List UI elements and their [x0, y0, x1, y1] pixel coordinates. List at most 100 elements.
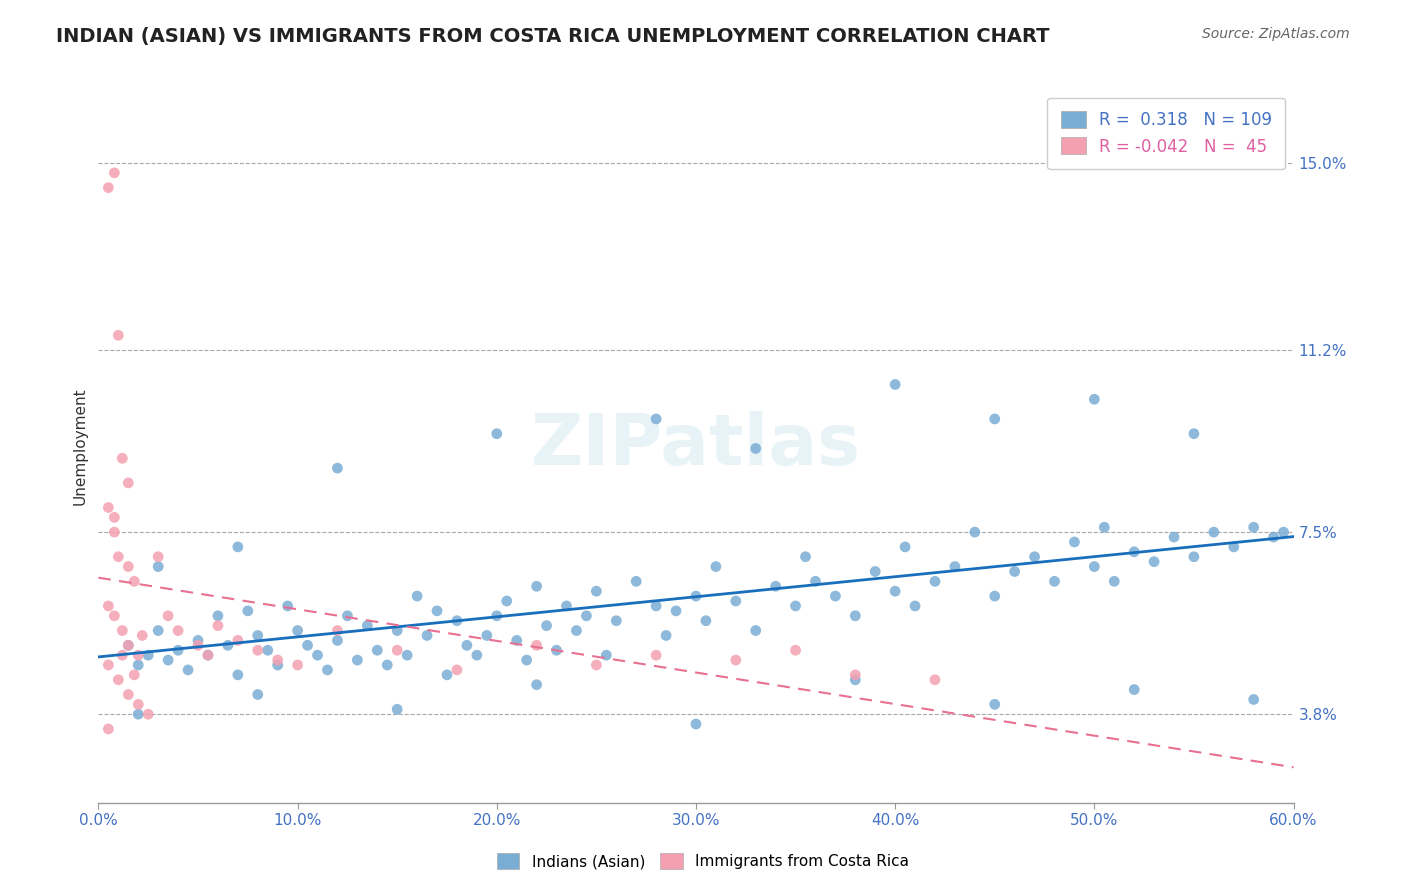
Point: [536, 618, 558, 632]
Point: [148, 559, 170, 574]
Point: [1182, 426, 1205, 441]
Point: [131, 628, 153, 642]
Point: [695, 614, 717, 628]
Point: [107, 328, 129, 343]
Point: [1004, 565, 1026, 579]
Point: [396, 648, 419, 662]
Point: [1163, 530, 1185, 544]
Point: [1063, 535, 1085, 549]
Point: [277, 599, 299, 613]
Point: [111, 624, 134, 638]
Point: [485, 426, 508, 441]
Point: [187, 638, 209, 652]
Point: [127, 707, 149, 722]
Point: [127, 698, 149, 712]
Legend: Indians (Asian), Immigrants from Costa Rica: Indians (Asian), Immigrants from Costa R…: [491, 847, 915, 875]
Point: [436, 668, 458, 682]
Point: [565, 624, 588, 638]
Point: [983, 412, 1005, 426]
Point: [157, 608, 180, 623]
Point: [336, 608, 359, 623]
Point: [385, 702, 409, 716]
Point: [226, 540, 249, 554]
Point: [904, 599, 927, 613]
Point: [1083, 392, 1105, 407]
Point: [1223, 540, 1246, 554]
Point: [287, 624, 309, 638]
Point: [1272, 525, 1295, 540]
Point: [595, 648, 617, 662]
Point: [894, 540, 917, 554]
Point: [506, 633, 529, 648]
Point: [1123, 682, 1146, 697]
Point: [307, 648, 329, 662]
Point: [97, 658, 120, 673]
Point: [794, 549, 817, 564]
Point: [148, 624, 170, 638]
Point: [246, 688, 269, 702]
Point: [575, 608, 598, 623]
Point: [316, 663, 339, 677]
Point: [665, 604, 688, 618]
Point: [516, 653, 538, 667]
Point: [117, 559, 139, 574]
Point: [844, 673, 866, 687]
Point: [177, 663, 200, 677]
Point: [824, 589, 846, 603]
Point: [943, 559, 966, 574]
Point: [97, 180, 120, 194]
Point: [1263, 530, 1285, 544]
Point: [124, 668, 146, 682]
Point: [624, 574, 647, 589]
Point: [326, 633, 349, 648]
Point: [117, 688, 139, 702]
Text: INDIAN (ASIAN) VS IMMIGRANTS FROM COSTA RICA UNEMPLOYMENT CORRELATION CHART: INDIAN (ASIAN) VS IMMIGRANTS FROM COSTA …: [56, 27, 1050, 45]
Point: [724, 653, 747, 667]
Point: [844, 668, 866, 682]
Point: [745, 442, 768, 456]
Point: [1143, 555, 1166, 569]
Point: [103, 166, 125, 180]
Point: [246, 643, 269, 657]
Point: [1104, 574, 1126, 589]
Point: [97, 722, 120, 736]
Point: [426, 604, 449, 618]
Point: [246, 628, 269, 642]
Point: [924, 673, 946, 687]
Point: [645, 412, 668, 426]
Legend: R =  0.318   N = 109, R = -0.042   N =  45: R = 0.318 N = 109, R = -0.042 N = 45: [1047, 97, 1285, 169]
Point: [1083, 559, 1105, 574]
Point: [97, 599, 120, 613]
Point: [346, 653, 368, 667]
Point: [685, 717, 707, 731]
Point: [375, 658, 398, 673]
Point: [127, 648, 149, 662]
Point: [226, 633, 249, 648]
Point: [385, 643, 409, 657]
Point: [1024, 549, 1046, 564]
Point: [983, 589, 1005, 603]
Point: [704, 559, 727, 574]
Point: [103, 608, 125, 623]
Point: [127, 658, 149, 673]
Point: [1202, 525, 1225, 540]
Point: [546, 643, 568, 657]
Point: [526, 579, 548, 593]
Point: [217, 638, 239, 652]
Point: [197, 648, 219, 662]
Point: [765, 579, 787, 593]
Point: [685, 589, 707, 603]
Point: [103, 510, 125, 524]
Point: [785, 599, 807, 613]
Point: [745, 624, 768, 638]
Point: [236, 604, 259, 618]
Point: [804, 574, 827, 589]
Point: [645, 599, 668, 613]
Point: [844, 608, 866, 623]
Point: [207, 618, 229, 632]
Text: ZIPatlas: ZIPatlas: [531, 411, 860, 481]
Point: [983, 698, 1005, 712]
Point: [406, 589, 429, 603]
Point: [117, 638, 139, 652]
Text: Source: ZipAtlas.com: Source: ZipAtlas.com: [1202, 27, 1350, 41]
